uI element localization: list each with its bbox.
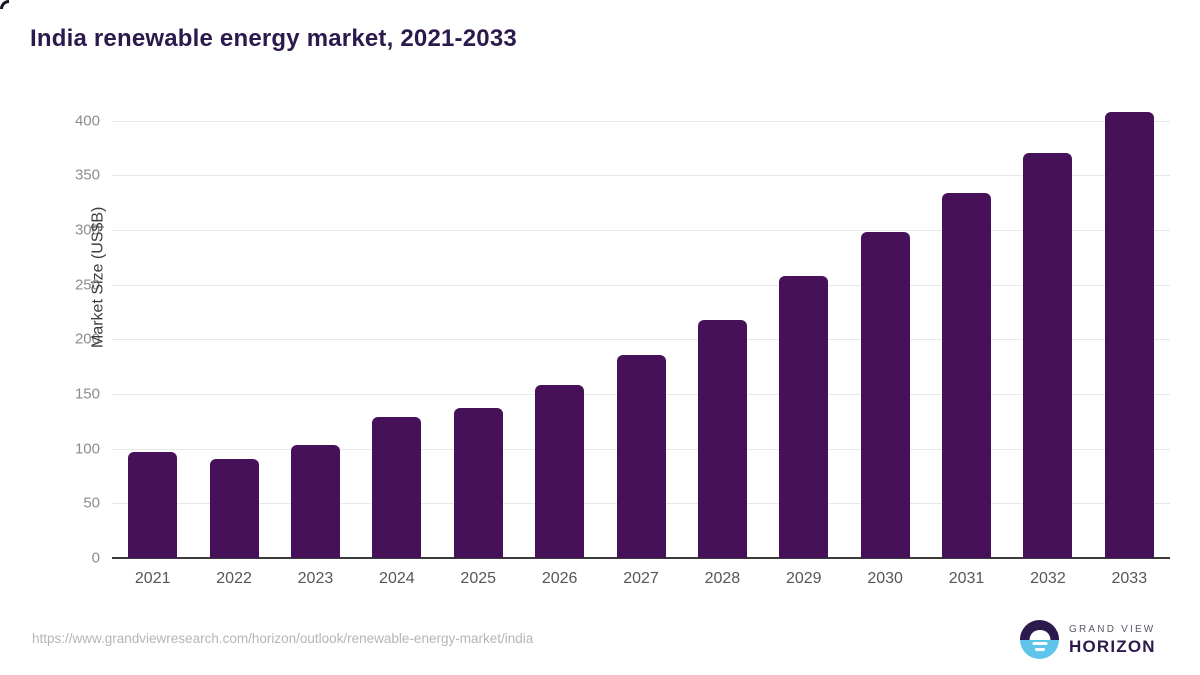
x-tick-label: 2022 bbox=[216, 570, 252, 587]
gridline bbox=[112, 339, 1170, 341]
logo-top-text: GRAND VIEW bbox=[1069, 623, 1156, 635]
y-tick-label: 150 bbox=[74, 385, 100, 403]
gridline bbox=[112, 175, 1170, 177]
logo-sun-dome bbox=[1029, 629, 1050, 640]
x-tick-label: 2031 bbox=[948, 570, 985, 587]
x-axis-line bbox=[112, 557, 1170, 559]
x-tick-label: 2023 bbox=[297, 570, 334, 587]
gridline bbox=[112, 284, 1170, 286]
logo-bottom-text: HORIZON bbox=[1069, 636, 1156, 656]
x-tick-label: 2032 bbox=[1030, 570, 1066, 587]
gridline bbox=[112, 230, 1170, 232]
y-axis-title: Market Size (US$B) bbox=[89, 206, 107, 348]
bar-2022 bbox=[209, 458, 259, 558]
bar-2025 bbox=[453, 408, 503, 558]
bar-2029 bbox=[779, 275, 829, 558]
window-corner-artifact bbox=[0, 0, 9, 9]
bar-2021 bbox=[128, 451, 178, 558]
horizon-sun-icon bbox=[1020, 620, 1059, 659]
x-tick-label: 2027 bbox=[623, 570, 659, 587]
y-tick-label: 400 bbox=[74, 112, 100, 130]
chart-title: India renewable energy market, 2021-2033 bbox=[30, 25, 517, 52]
x-tick-label: 2033 bbox=[1111, 570, 1148, 587]
logo-text: GRAND VIEW HORIZON bbox=[1069, 623, 1156, 656]
bar-2028 bbox=[697, 319, 747, 558]
bar-2030 bbox=[860, 232, 910, 558]
y-tick-label: 0 bbox=[91, 549, 100, 567]
y-tick-label: 350 bbox=[74, 166, 100, 184]
bar-2023 bbox=[290, 445, 340, 558]
bar-2027 bbox=[616, 354, 666, 558]
y-tick-label: 100 bbox=[74, 440, 100, 458]
bar-2033 bbox=[1104, 111, 1154, 558]
y-tick-label: 200 bbox=[74, 330, 100, 348]
x-tick-label: 2024 bbox=[379, 570, 415, 587]
x-tick-label: 2025 bbox=[460, 570, 497, 587]
bar-2026 bbox=[535, 385, 585, 558]
x-tick-label: 2028 bbox=[704, 570, 741, 587]
y-tick-label: 300 bbox=[74, 221, 100, 239]
y-tick-label: 250 bbox=[74, 276, 100, 294]
x-tick-label: 2029 bbox=[785, 570, 822, 587]
bar-2031 bbox=[942, 192, 992, 558]
logo-reflection-line bbox=[1032, 642, 1047, 645]
x-tick-label: 2021 bbox=[134, 570, 171, 587]
logo-reflection-line bbox=[1034, 647, 1045, 651]
x-tick-label: 2030 bbox=[867, 570, 903, 587]
gridline bbox=[112, 120, 1170, 122]
bar-2024 bbox=[372, 416, 422, 558]
grand-view-horizon-logo: GRAND VIEW HORIZON bbox=[1020, 620, 1156, 659]
y-tick-label: 50 bbox=[83, 494, 100, 512]
bar-2032 bbox=[1023, 153, 1073, 558]
source-url: https://www.grandviewresearch.com/horizo… bbox=[32, 631, 534, 646]
x-tick-label: 2026 bbox=[541, 570, 578, 587]
